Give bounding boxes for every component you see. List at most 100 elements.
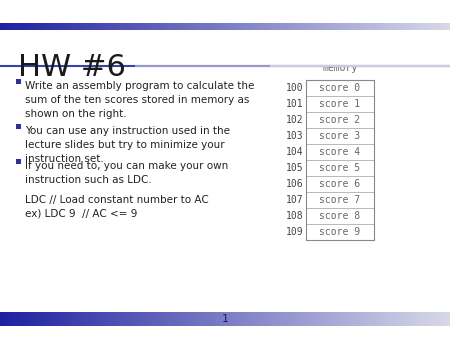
Bar xyxy=(176,23,178,30)
Bar xyxy=(340,312,342,326)
Bar xyxy=(191,23,194,30)
Bar xyxy=(364,23,367,30)
Bar xyxy=(173,312,176,326)
Text: 104: 104 xyxy=(285,147,303,157)
Bar xyxy=(322,312,324,326)
Text: 101: 101 xyxy=(285,99,303,109)
Bar xyxy=(140,23,142,30)
Bar xyxy=(148,312,151,326)
Bar xyxy=(400,312,403,326)
Bar xyxy=(182,312,185,326)
Text: 1: 1 xyxy=(221,314,229,324)
Bar xyxy=(178,312,180,326)
Bar xyxy=(252,23,255,30)
Bar xyxy=(396,312,399,326)
Bar xyxy=(45,23,48,30)
Bar xyxy=(328,23,331,30)
Text: score 5: score 5 xyxy=(320,163,360,173)
Bar xyxy=(306,80,374,96)
Bar xyxy=(86,23,88,30)
Bar xyxy=(74,312,77,326)
Bar xyxy=(274,23,277,30)
Bar xyxy=(151,23,153,30)
Bar xyxy=(281,312,284,326)
Text: ex) LDC 9  // AC <= 9: ex) LDC 9 // AC <= 9 xyxy=(25,208,137,218)
Bar xyxy=(328,312,331,326)
Bar xyxy=(176,312,178,326)
Text: If you need to, you can make your own
instruction such as LDC.: If you need to, you can make your own in… xyxy=(25,161,228,185)
Bar xyxy=(164,23,167,30)
Bar xyxy=(396,23,399,30)
Bar xyxy=(306,96,374,112)
Bar xyxy=(79,312,81,326)
Bar xyxy=(418,23,421,30)
Bar xyxy=(410,312,412,326)
Bar xyxy=(27,23,30,30)
Bar xyxy=(369,23,372,30)
Bar xyxy=(421,312,423,326)
Bar xyxy=(194,23,196,30)
Bar xyxy=(380,23,383,30)
Bar xyxy=(414,23,417,30)
Bar xyxy=(326,23,329,30)
Bar xyxy=(72,23,75,30)
Bar xyxy=(214,23,216,30)
Bar xyxy=(407,312,410,326)
Bar xyxy=(61,312,63,326)
Text: score 7: score 7 xyxy=(320,195,360,205)
Bar xyxy=(248,23,250,30)
Bar xyxy=(268,23,270,30)
Bar xyxy=(173,23,176,30)
Bar xyxy=(335,312,338,326)
Bar xyxy=(68,312,70,326)
Bar xyxy=(367,312,369,326)
Bar xyxy=(128,312,131,326)
Bar xyxy=(104,23,106,30)
Bar xyxy=(290,312,293,326)
Bar xyxy=(335,23,338,30)
Bar xyxy=(137,23,140,30)
Bar xyxy=(434,23,437,30)
Bar xyxy=(166,312,169,326)
Bar xyxy=(223,312,225,326)
Bar xyxy=(205,312,207,326)
Bar xyxy=(398,312,401,326)
Bar xyxy=(209,23,212,30)
Bar xyxy=(178,23,180,30)
Bar xyxy=(342,23,345,30)
Bar xyxy=(338,312,340,326)
Bar xyxy=(189,312,192,326)
Bar xyxy=(286,312,288,326)
Bar xyxy=(315,312,318,326)
Bar xyxy=(212,312,214,326)
Bar xyxy=(432,312,435,326)
Bar xyxy=(266,312,268,326)
Text: 102: 102 xyxy=(285,115,303,125)
Text: score 0: score 0 xyxy=(320,83,360,93)
Bar xyxy=(308,23,311,30)
Bar xyxy=(421,23,423,30)
Bar xyxy=(50,23,52,30)
Bar xyxy=(315,23,318,30)
Bar xyxy=(135,23,138,30)
Text: score 6: score 6 xyxy=(320,179,360,189)
Bar xyxy=(164,312,167,326)
Bar xyxy=(65,312,68,326)
Text: 100: 100 xyxy=(285,83,303,93)
Bar xyxy=(18,312,21,326)
Bar xyxy=(27,312,30,326)
Bar xyxy=(29,23,32,30)
Bar xyxy=(40,23,43,30)
Bar xyxy=(110,23,113,30)
Bar xyxy=(171,312,174,326)
Bar xyxy=(122,312,124,326)
Bar xyxy=(207,312,210,326)
Bar xyxy=(292,23,295,30)
Bar xyxy=(9,23,12,30)
Bar xyxy=(16,23,18,30)
Bar xyxy=(371,23,374,30)
Bar xyxy=(407,23,410,30)
Bar xyxy=(0,312,3,326)
Bar xyxy=(310,23,313,30)
Bar xyxy=(34,312,36,326)
